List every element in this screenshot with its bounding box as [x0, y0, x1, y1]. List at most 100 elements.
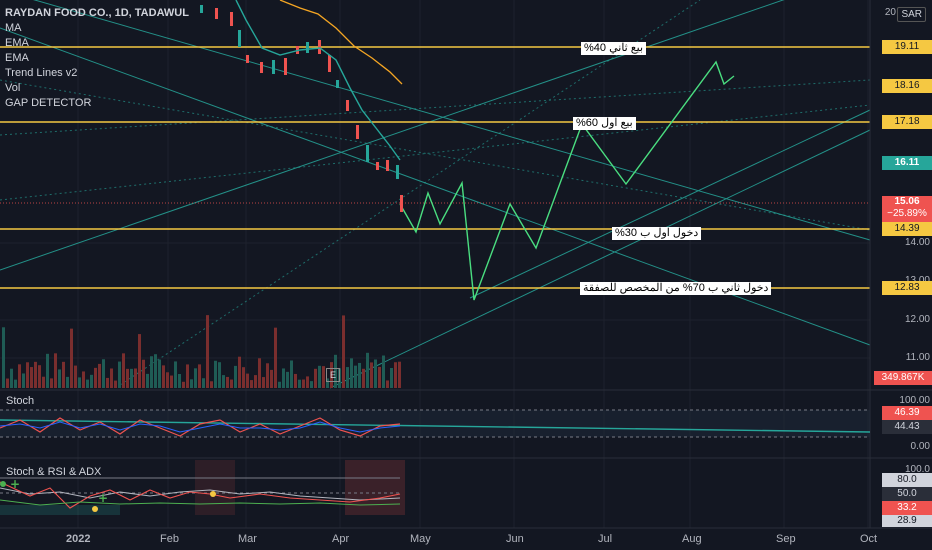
- svg-text:+: +: [10, 477, 20, 491]
- volume-bar: [70, 328, 73, 388]
- indicator-gap-detector[interactable]: GAP DETECTOR: [5, 97, 92, 109]
- indicator-vol[interactable]: Vol: [5, 82, 21, 94]
- volume-bar: [6, 378, 9, 388]
- candle: [386, 160, 389, 171]
- rsi-tag-80: 80.0: [882, 473, 932, 487]
- annotation-enter-two[interactable]: دخول ثاني ب 70% من المخصص للصفقة: [580, 282, 772, 295]
- volume-bar: [30, 367, 33, 388]
- time-label: Jul: [598, 533, 613, 545]
- candle: [284, 58, 287, 75]
- volume-bar: [178, 373, 181, 388]
- last-price-tag: 15.06 −25.89%: [882, 196, 932, 222]
- volume-bar: [394, 362, 397, 388]
- candle: [230, 12, 233, 26]
- volume-bar: [382, 355, 385, 388]
- annotation-enter-one[interactable]: دخول اول ب 30%: [612, 227, 702, 240]
- indicator-ema-2[interactable]: EMA: [5, 52, 29, 64]
- price-tag-17-18: 17.18: [882, 115, 932, 129]
- volume-bar: [182, 381, 185, 388]
- volume-bar: [346, 367, 349, 388]
- volume-bar: [154, 354, 157, 388]
- volume-bar: [118, 361, 121, 388]
- candle: [260, 62, 263, 73]
- volume-bar: [82, 371, 85, 388]
- time-label: Mar: [238, 533, 257, 545]
- symbol-title[interactable]: RAYDAN FOOD CO., 1D, TADAWUL: [5, 7, 189, 19]
- projection-path: [399, 60, 735, 301]
- volume-bar: [298, 379, 301, 388]
- volume-bar: [50, 378, 53, 388]
- volume-bar: [270, 369, 273, 388]
- ema-line-teal: [235, 0, 401, 161]
- volume-bar: [378, 366, 381, 388]
- time-label: Oct: [860, 533, 878, 545]
- time-label: Apr: [332, 533, 350, 545]
- price-tag-14-39: 14.39: [882, 222, 932, 236]
- volume-bar: [334, 354, 337, 388]
- candle: [215, 8, 218, 19]
- volume-bar: [278, 381, 281, 388]
- volume-bar: [226, 376, 229, 388]
- volume-bar: [206, 315, 209, 388]
- chart-legend: RAYDAN FOOD CO., 1D, TADAWUL MA EMA EMA …: [5, 6, 189, 111]
- volume-bar: [134, 368, 137, 388]
- stoch-pane-label[interactable]: Stoch: [6, 395, 35, 407]
- rsi-tag-50: 50.0: [882, 487, 932, 501]
- volume-bar: [142, 359, 145, 388]
- time-label: 2022: [66, 533, 91, 545]
- volume-bar: [370, 362, 373, 388]
- volume-bar: [330, 362, 333, 388]
- volume-bar: [386, 380, 389, 388]
- candle: [246, 55, 249, 63]
- earnings-marker[interactable]: E: [326, 368, 340, 382]
- volume-bar: [54, 353, 57, 388]
- volume-bar: [282, 368, 285, 388]
- volume-bar: [398, 361, 401, 388]
- volume-bar: [210, 381, 213, 388]
- volume-bar: [198, 364, 201, 388]
- volume-bar: [358, 362, 361, 388]
- volume-bar: [234, 365, 237, 388]
- volume-bar: [222, 375, 225, 388]
- volume-bar: [286, 371, 289, 388]
- volume-bar: [42, 376, 45, 388]
- volume-bar: [290, 360, 293, 388]
- volume-bar: [78, 377, 81, 388]
- volume-bar: [10, 368, 13, 388]
- volume-bar: [266, 363, 269, 388]
- volume-bar: [310, 381, 313, 388]
- candle: [272, 60, 275, 74]
- rsi-tick-100: 100.0: [904, 464, 930, 475]
- volume-bars: [2, 315, 401, 388]
- volume-bar: [242, 367, 245, 388]
- volume-bar: [34, 361, 37, 388]
- price-tick: 14.00: [904, 237, 930, 248]
- time-label: Aug: [682, 533, 702, 545]
- volume-bar: [74, 365, 77, 388]
- volume-bar: [258, 358, 261, 388]
- volume-bar: [230, 379, 233, 388]
- volume-bar: [350, 358, 353, 388]
- price-tick: 13.00: [905, 275, 930, 286]
- volume-bar: [186, 364, 189, 388]
- volume-bar: [274, 327, 277, 388]
- indicator-trend-lines[interactable]: Trend Lines v2: [5, 67, 78, 79]
- volume-bar: [102, 359, 105, 388]
- volume-bar: [202, 378, 205, 388]
- volume-bar: [214, 360, 217, 388]
- last-price-change: −25.89%: [887, 208, 927, 219]
- rsi-pane-label[interactable]: Stoch & RSI & ADX: [6, 466, 102, 478]
- annotation-sell-two[interactable]: بيع ثاني 40%: [581, 42, 647, 55]
- volume-bar: [342, 315, 345, 388]
- candle: [366, 145, 369, 162]
- annotation-sell-one[interactable]: بيع اول 60%: [573, 117, 636, 130]
- candle: [346, 100, 349, 111]
- volume-bar: [326, 378, 329, 388]
- indicator-ema-1[interactable]: EMA: [5, 37, 29, 49]
- indicator-ma[interactable]: MA: [5, 22, 22, 34]
- candle: [400, 195, 403, 212]
- stoch-d-line: [0, 421, 401, 433]
- volume-bar: [98, 363, 101, 388]
- currency-badge[interactable]: SAR: [897, 7, 926, 22]
